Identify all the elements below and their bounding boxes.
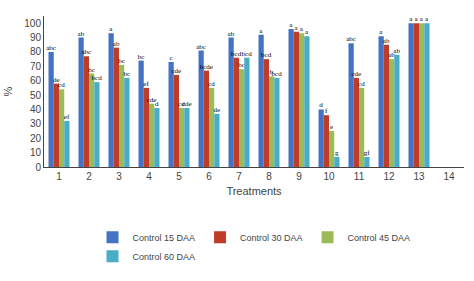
svg-text:ab: ab	[393, 47, 400, 55]
svg-text:cd: cd	[208, 80, 215, 88]
svg-text:5: 5	[176, 171, 182, 182]
svg-text:abc: abc	[196, 43, 206, 51]
svg-text:ef: ef	[64, 113, 70, 121]
svg-text:1: 1	[56, 171, 62, 182]
svg-text:cd: cd	[178, 100, 185, 108]
svg-text:60: 60	[30, 75, 42, 86]
svg-text:Control 60 DAA: Control 60 DAA	[133, 252, 196, 262]
svg-text:14: 14	[443, 171, 455, 182]
svg-text:Control 15 DAA: Control 15 DAA	[133, 233, 196, 243]
svg-text:ef: ef	[143, 80, 149, 88]
svg-text:cde: cde	[147, 96, 157, 104]
svg-text:abc: abc	[82, 48, 92, 56]
svg-text:%: %	[2, 86, 14, 96]
svg-text:a: a	[109, 25, 113, 33]
svg-text:30: 30	[30, 118, 42, 129]
svg-text:7: 7	[236, 171, 242, 182]
svg-text:abc: abc	[46, 44, 56, 52]
svg-text:ab: ab	[228, 30, 235, 38]
svg-text:Control 30 DAA: Control 30 DAA	[240, 233, 303, 243]
svg-text:abc: abc	[346, 35, 356, 43]
svg-text:Control 45 DAA: Control 45 DAA	[348, 233, 411, 243]
svg-text:0: 0	[35, 162, 41, 173]
svg-text:bc: bc	[88, 66, 95, 74]
svg-text:bcde: bcde	[200, 63, 213, 71]
svg-text:4: 4	[146, 171, 152, 182]
svg-text:11: 11	[354, 171, 365, 182]
svg-text:bc: bc	[118, 57, 125, 65]
svg-text:a: a	[414, 15, 418, 23]
svg-text:cd: cd	[358, 80, 365, 88]
svg-text:13: 13	[413, 171, 425, 182]
svg-text:a: a	[425, 15, 429, 23]
svg-text:70: 70	[30, 61, 42, 72]
svg-text:de: de	[214, 106, 221, 114]
svg-text:c: c	[170, 54, 173, 62]
svg-text:ab: ab	[383, 37, 390, 45]
svg-text:90: 90	[30, 32, 42, 43]
svg-text:bcd: bcd	[92, 74, 103, 82]
svg-text:100: 100	[24, 18, 41, 29]
svg-text:d: d	[155, 100, 159, 108]
svg-text:bcd: bcd	[272, 70, 283, 78]
svg-text:a: a	[409, 15, 413, 23]
svg-text:80: 80	[30, 46, 42, 57]
svg-text:f: f	[325, 107, 328, 115]
svg-text:e: e	[330, 123, 333, 131]
svg-text:bcd: bcd	[242, 50, 253, 58]
svg-text:9: 9	[296, 171, 302, 182]
svg-text:a: a	[379, 28, 383, 36]
svg-text:bc: bc	[124, 70, 131, 78]
svg-text:bcd: bcd	[231, 50, 242, 58]
svg-text:Treatments: Treatments	[226, 185, 282, 197]
svg-text:cde: cde	[182, 100, 192, 108]
svg-text:a: a	[259, 27, 263, 35]
svg-text:2: 2	[86, 171, 92, 182]
svg-text:b: b	[270, 68, 274, 76]
svg-text:10: 10	[30, 147, 42, 158]
svg-text:bc: bc	[238, 61, 245, 69]
svg-text:ab: ab	[113, 40, 120, 48]
svg-text:bcd: bcd	[261, 51, 272, 59]
svg-text:20: 20	[30, 133, 42, 144]
svg-text:de: de	[53, 76, 60, 84]
svg-text:gf: gf	[364, 149, 371, 157]
svg-text:cde: cde	[172, 67, 182, 75]
svg-text:bc: bc	[138, 53, 145, 61]
svg-text:cd: cd	[58, 81, 65, 89]
svg-text:a: a	[300, 25, 304, 33]
svg-text:a: a	[289, 21, 293, 29]
svg-text:a: a	[420, 15, 424, 23]
svg-text:d: d	[319, 101, 323, 109]
svg-text:8: 8	[266, 171, 272, 182]
svg-text:40: 40	[30, 104, 42, 115]
svg-text:ab: ab	[78, 30, 85, 38]
svg-text:3: 3	[116, 171, 122, 182]
svg-text:a: a	[294, 24, 298, 32]
svg-text:10: 10	[323, 171, 335, 182]
svg-text:a: a	[305, 28, 309, 36]
svg-text:50: 50	[30, 90, 42, 101]
svg-text:g: g	[335, 149, 339, 157]
svg-text:ab: ab	[388, 51, 395, 59]
svg-text:cde: cde	[352, 70, 362, 78]
svg-text:6: 6	[206, 171, 212, 182]
svg-text:12: 12	[383, 171, 395, 182]
